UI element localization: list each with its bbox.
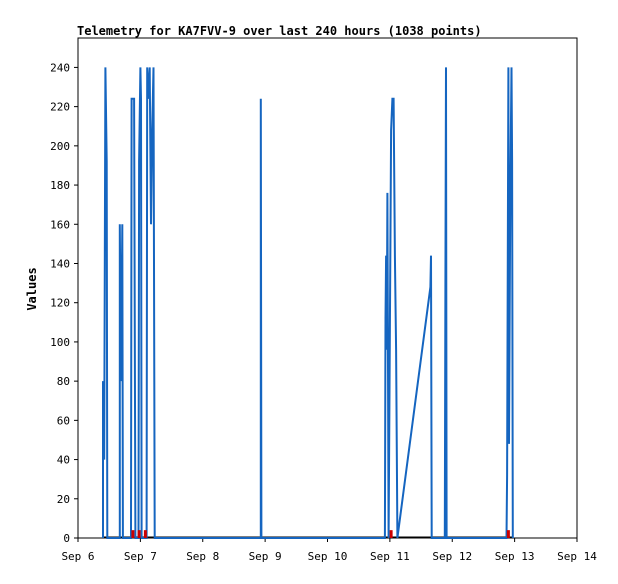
x-tick-label: Sep 8: [186, 550, 219, 563]
x-tick-label: Sep 9: [249, 550, 282, 563]
y-tick-label: 80: [57, 375, 70, 388]
y-tick-label: 220: [50, 101, 70, 114]
chart-title: Telemetry for KA7FVV-9 over last 240 hou…: [77, 24, 482, 38]
x-tick-label: Sep 11: [370, 550, 410, 563]
y-tick-label: 240: [50, 61, 70, 74]
y-axis: 0 20 40 60 80 100 120 140 160 180 200 220 240: [50, 61, 78, 545]
series-1: [131, 530, 510, 538]
series-layer: [102, 67, 514, 539]
y-tick-label: 140: [50, 257, 70, 270]
y-tick-label: 180: [50, 179, 70, 192]
x-tick-label: Sep 12: [432, 550, 472, 563]
y-tick-label: 0: [63, 532, 70, 545]
series-0: [102, 67, 514, 539]
data-point: [137, 530, 141, 538]
y-tick-label: 40: [57, 454, 70, 467]
y-axis-label: Values: [25, 267, 39, 310]
data-point: [131, 530, 135, 538]
y-tick-label: 200: [50, 140, 70, 153]
y-tick-label: 20: [57, 493, 70, 506]
x-tick-label: Sep 14: [557, 550, 597, 563]
y-tick-label: 60: [57, 414, 70, 427]
y-tick-label: 120: [50, 297, 70, 310]
x-tick-label: Sep 10: [308, 550, 348, 563]
series-line-0: [102, 67, 514, 539]
x-tick-label: Sep 7: [124, 550, 157, 563]
plot-area: [77, 37, 578, 539]
data-point: [143, 530, 147, 538]
data-point: [389, 530, 393, 538]
x-tick-label: Sep 6: [61, 550, 94, 563]
x-axis: Sep 6 Sep 7 Sep 8 Sep 9 Sep 10 Sep 11 Sep 12 Se…: [61, 538, 597, 563]
data-point: [506, 530, 510, 538]
y-tick-label: 160: [50, 218, 70, 231]
x-tick-label: Sep 13: [495, 550, 535, 563]
y-tick-label: 100: [50, 336, 70, 349]
